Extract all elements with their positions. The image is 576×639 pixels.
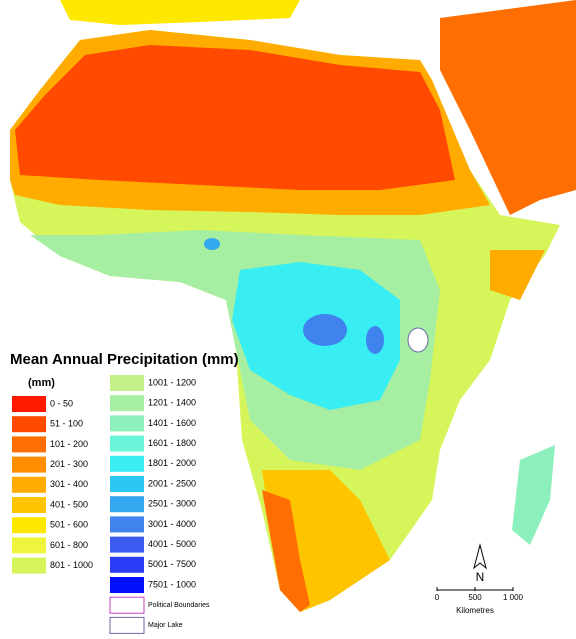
namib [262, 490, 310, 612]
legend-label: 801 - 1000 [50, 560, 93, 570]
sahara [15, 45, 455, 190]
legend-label: 7501 - 1000 [148, 579, 196, 589]
arabia [440, 0, 576, 215]
scale-tick-label: 1 000 [503, 593, 524, 602]
legend-swatch [12, 497, 46, 513]
legend-label: 2001 - 2500 [148, 478, 196, 488]
legend-label: 1001 - 1200 [148, 377, 196, 387]
legend-label: Major Lake [148, 622, 183, 629]
legend-swatch [109, 616, 145, 634]
legend-label: 601 - 800 [50, 540, 88, 550]
legend-swatch [110, 415, 144, 432]
scale-tick-label: 500 [468, 593, 482, 602]
legend-swatch [12, 537, 46, 554]
horn [490, 250, 545, 300]
legend: 0 - 50 51 - 100 101 - 200 201 - 300 301 - 40… [12, 375, 210, 634]
legend-swatch [12, 396, 46, 412]
legend-label: 301 - 400 [50, 479, 88, 489]
wet-core [303, 314, 347, 346]
legend-label: 101 - 200 [50, 439, 88, 449]
legend-swatch [109, 596, 145, 614]
legend-label: 2501 - 3000 [148, 499, 196, 509]
legend-label: 3001 - 4000 [148, 519, 196, 529]
legend-label: 0 - 50 [50, 398, 73, 408]
legend-swatch [110, 375, 144, 391]
legend-swatch [110, 455, 144, 472]
legend-swatch [110, 476, 144, 492]
legend-swatch [12, 557, 46, 574]
north-arrow [473, 543, 487, 570]
legend-label: 1401 - 1600 [148, 418, 196, 428]
legend-title: Mean Annual Precipitation (mm) [10, 351, 239, 368]
scale-unit: Kilometres [456, 606, 494, 615]
legend-unit: (mm) [28, 377, 55, 389]
madagascar [512, 445, 555, 545]
legend-swatch [12, 456, 46, 473]
legend-label: 1601 - 1800 [148, 438, 196, 448]
legend-swatch [110, 556, 144, 573]
legend-swatch [110, 577, 144, 593]
legend-swatch [12, 517, 46, 534]
legend-label: 1201 - 1400 [148, 398, 196, 408]
legend-swatch [110, 516, 144, 533]
legend-label: 4001 - 5000 [148, 539, 196, 549]
legend-swatch [110, 496, 144, 513]
legend-swatch [12, 416, 46, 433]
legend-label: 5001 - 7500 [148, 559, 196, 569]
map-layers [10, 0, 576, 612]
legend-swatch [110, 536, 144, 553]
legend-label: 401 - 500 [50, 499, 88, 509]
legend-swatch [110, 435, 144, 452]
legend-label: 201 - 300 [50, 459, 88, 469]
legend-label: 501 - 600 [50, 520, 88, 530]
wet-core [204, 238, 220, 250]
lake-victoria [407, 327, 429, 353]
legend-swatch [110, 395, 144, 412]
legend-label: Political Boundaries [148, 602, 210, 609]
legend-swatch [12, 436, 46, 453]
europe [60, 0, 300, 25]
wet-core [366, 326, 384, 354]
north-label: N [476, 570, 485, 584]
scale-bar: 0 500 1 000 [435, 587, 524, 602]
legend-swatch [12, 476, 46, 493]
scale-tick-label: 0 [435, 593, 440, 602]
legend-label: 51 - 100 [50, 419, 83, 429]
legend-label: 1801 - 2000 [148, 458, 196, 468]
